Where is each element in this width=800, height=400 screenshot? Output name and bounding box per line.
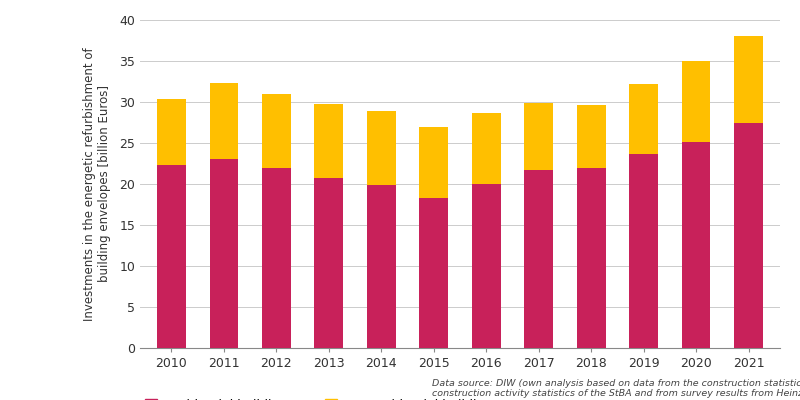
Legend: Residential buildings, , Non-residential buildings, : Residential buildings, , Non-residential… bbox=[140, 394, 530, 400]
Bar bbox=[629, 84, 658, 154]
Bar bbox=[629, 154, 658, 348]
Bar bbox=[157, 99, 186, 165]
Bar bbox=[682, 142, 710, 348]
Bar bbox=[367, 185, 396, 348]
Bar bbox=[210, 83, 238, 159]
Bar bbox=[524, 103, 553, 170]
Bar bbox=[367, 111, 396, 185]
Bar bbox=[682, 61, 710, 142]
Bar bbox=[472, 184, 501, 348]
Bar bbox=[210, 159, 238, 348]
Bar bbox=[314, 178, 343, 348]
Bar bbox=[419, 198, 448, 348]
Bar bbox=[524, 170, 553, 348]
Bar bbox=[734, 36, 763, 122]
Bar bbox=[157, 165, 186, 348]
Bar bbox=[472, 114, 501, 184]
Text: Data source: DIW (own analysis based on data from the construction statistics an: Data source: DIW (own analysis based on … bbox=[432, 378, 800, 398]
Bar bbox=[734, 122, 763, 348]
Bar bbox=[577, 168, 606, 348]
Bar bbox=[262, 168, 291, 348]
Bar bbox=[262, 94, 291, 168]
Bar bbox=[419, 126, 448, 198]
Bar bbox=[577, 105, 606, 168]
Y-axis label: Investments in the energetic refurbishment of
building envelopes [billion Euros]: Investments in the energetic refurbishme… bbox=[83, 47, 111, 321]
Bar bbox=[314, 104, 343, 178]
